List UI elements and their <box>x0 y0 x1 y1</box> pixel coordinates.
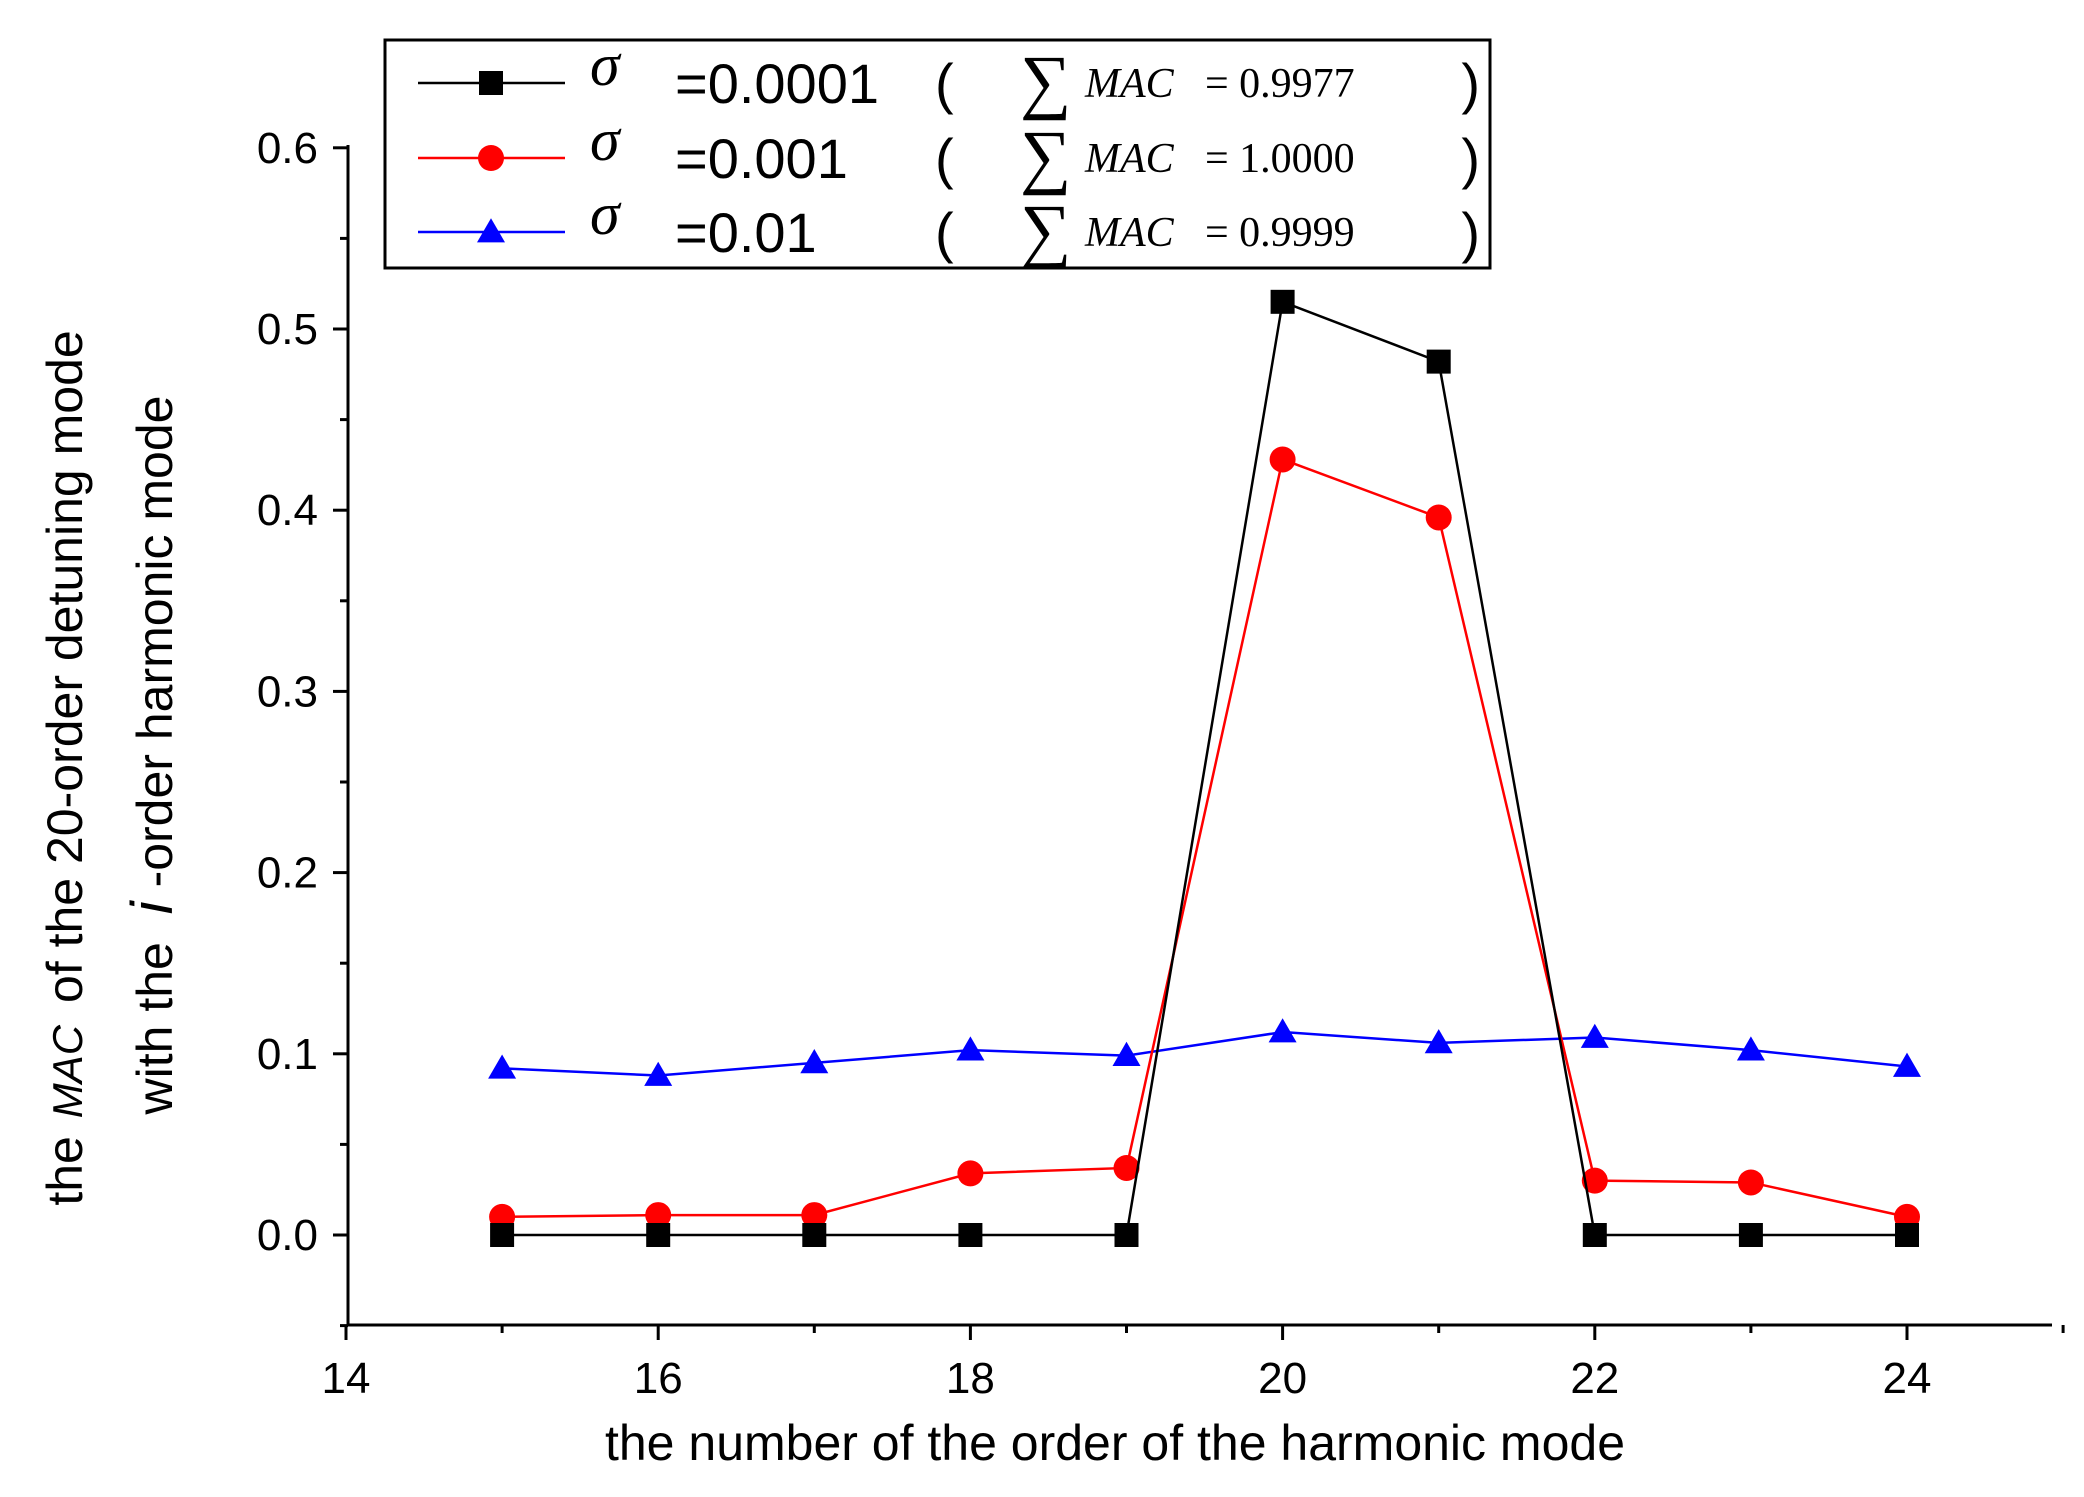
legend-mac-value: = 0.9999 <box>1205 210 1355 256</box>
data-point <box>1270 289 1295 314</box>
data-point <box>800 1049 829 1074</box>
legend-open-paren: ( <box>935 52 954 115</box>
legend-sigma: σ <box>590 32 622 98</box>
legend-value: =0.01 <box>675 201 817 264</box>
x-tick-label: 24 <box>1883 1354 1932 1403</box>
y-axis-title-line2: with the i -order harmonic mode <box>120 396 185 1116</box>
legend-mac-label: MAC <box>1084 136 1175 182</box>
data-point <box>1424 1029 1453 1054</box>
x-axis-title: the number of the order of the harmonic … <box>605 1415 1625 1471</box>
legend-sum-symbol: ∑ <box>1020 190 1071 270</box>
x-tick-label: 14 <box>322 1354 371 1403</box>
series-line <box>502 1030 1908 1077</box>
y-tick-label: 0.5 <box>257 305 318 354</box>
legend-item: σ =0.01 ( ∑ MAC = 0.9999) <box>418 181 1480 270</box>
x-tick-label: 22 <box>1570 1354 1619 1403</box>
legend-open-paren: ( <box>935 201 954 264</box>
y-tick-label: 0.1 <box>257 1030 318 1079</box>
legend-mac-value: = 1.0000 <box>1205 136 1355 182</box>
data-point <box>1425 504 1452 531</box>
legend-item: σ =0.0001 ( ∑ MAC = 0.9977) <box>418 32 1480 121</box>
legend-open-paren: ( <box>935 127 954 190</box>
x-tick-label: 18 <box>946 1354 995 1403</box>
y-title-line1-suffix: of the 20-order detuning mode <box>37 330 93 1003</box>
plot-area: 14 16 18 20 22 24 0.0 0.1 0.2 0.3 0.4 0.5 0.6 <box>257 124 2065 1403</box>
legend-marker <box>478 145 504 171</box>
legend-mac-label: MAC <box>1084 61 1175 107</box>
legend-mac-value: = 0.9977 <box>1205 61 1355 107</box>
data-point <box>1113 1154 1140 1181</box>
series-line <box>502 300 1907 1237</box>
y-axis-title-2: with the i -order harmonic mode <box>120 396 185 1116</box>
legend-marker <box>479 71 503 95</box>
y-tick-label: 0.3 <box>257 667 318 716</box>
data-point <box>645 1202 672 1229</box>
data-point <box>1426 349 1451 374</box>
y-axis-ticks: 0.0 0.1 0.2 0.3 0.4 0.5 0.6 <box>257 124 348 1328</box>
y-axis-title-line1: the MAC of the 20-order detuning mode <box>37 330 93 1205</box>
legend-mac-label: MAC <box>1084 210 1175 256</box>
y-axis-title: the MAC of the 20-order detuning mode <box>37 330 93 1205</box>
data-point <box>1738 1223 1763 1247</box>
data-point <box>1893 1052 1921 1077</box>
y-title-line2-suffix: -order harmonic mode <box>127 396 183 888</box>
data-point <box>1580 1023 1609 1048</box>
data-point <box>488 1054 517 1079</box>
data-point <box>644 1061 673 1086</box>
y-tick-label: 0.4 <box>257 486 318 535</box>
data-point <box>1112 1041 1141 1066</box>
series-layer <box>488 289 1921 1247</box>
data-point <box>957 1160 984 1187</box>
x-axis-ticks: 14 16 18 20 22 24 <box>322 1325 2065 1403</box>
data-point <box>1269 446 1296 473</box>
y-tick-label: 0.6 <box>257 124 318 173</box>
y-tick-label: 0.0 <box>257 1211 318 1260</box>
legend-close-paren: ) <box>1461 52 1480 115</box>
data-point <box>802 1223 827 1247</box>
x-tick-label: 20 <box>1258 1354 1307 1403</box>
series-triangle <box>488 1018 1921 1086</box>
legend-sum-symbol: ∑ <box>1020 116 1071 196</box>
data-point <box>1737 1169 1764 1196</box>
legend-sigma: σ <box>590 181 622 247</box>
series-circle <box>489 446 1920 1230</box>
data-point <box>1895 1223 1919 1247</box>
data-point <box>1582 1223 1607 1247</box>
data-point <box>801 1202 828 1229</box>
legend-items: σ =0.0001 ( ∑ MAC = 0.9977) σ =0.001 ( ∑ MAC = 1.00… <box>418 32 1480 270</box>
legend-marker <box>477 218 505 243</box>
data-point <box>646 1223 671 1247</box>
legend: σ =0.0001 ( ∑ MAC = 0.9977) σ =0.001 ( ∑ MAC = 1.00… <box>383 32 1492 270</box>
legend-sum-symbol: ∑ <box>1020 41 1071 121</box>
legend-close-paren: ) <box>1461 127 1480 190</box>
y-title-line2-italic: i <box>120 899 185 914</box>
series-line <box>502 457 1908 1219</box>
data-point <box>490 1223 515 1247</box>
y-tick-label: 0.2 <box>257 849 318 898</box>
legend-sigma: σ <box>590 107 622 173</box>
data-point <box>958 1223 983 1247</box>
y-title-line2-prefix: with the <box>127 942 183 1115</box>
x-tick-label: 16 <box>634 1354 683 1403</box>
data-point <box>956 1036 985 1061</box>
y-title-line1-italic: MAC <box>44 1024 91 1118</box>
data-point <box>1268 1018 1297 1043</box>
data-point <box>1736 1036 1765 1061</box>
legend-value: =0.001 <box>675 127 848 190</box>
series-square <box>490 289 1919 1247</box>
data-point <box>1581 1167 1608 1194</box>
legend-box <box>383 38 1492 270</box>
y-title-line1-prefix: the <box>37 1136 93 1206</box>
data-point <box>1114 1223 1139 1247</box>
legend-value: =0.0001 <box>675 52 879 115</box>
legend-close-paren: ) <box>1461 201 1480 264</box>
legend-item: σ =0.001 ( ∑ MAC = 1.0000) <box>418 107 1480 196</box>
